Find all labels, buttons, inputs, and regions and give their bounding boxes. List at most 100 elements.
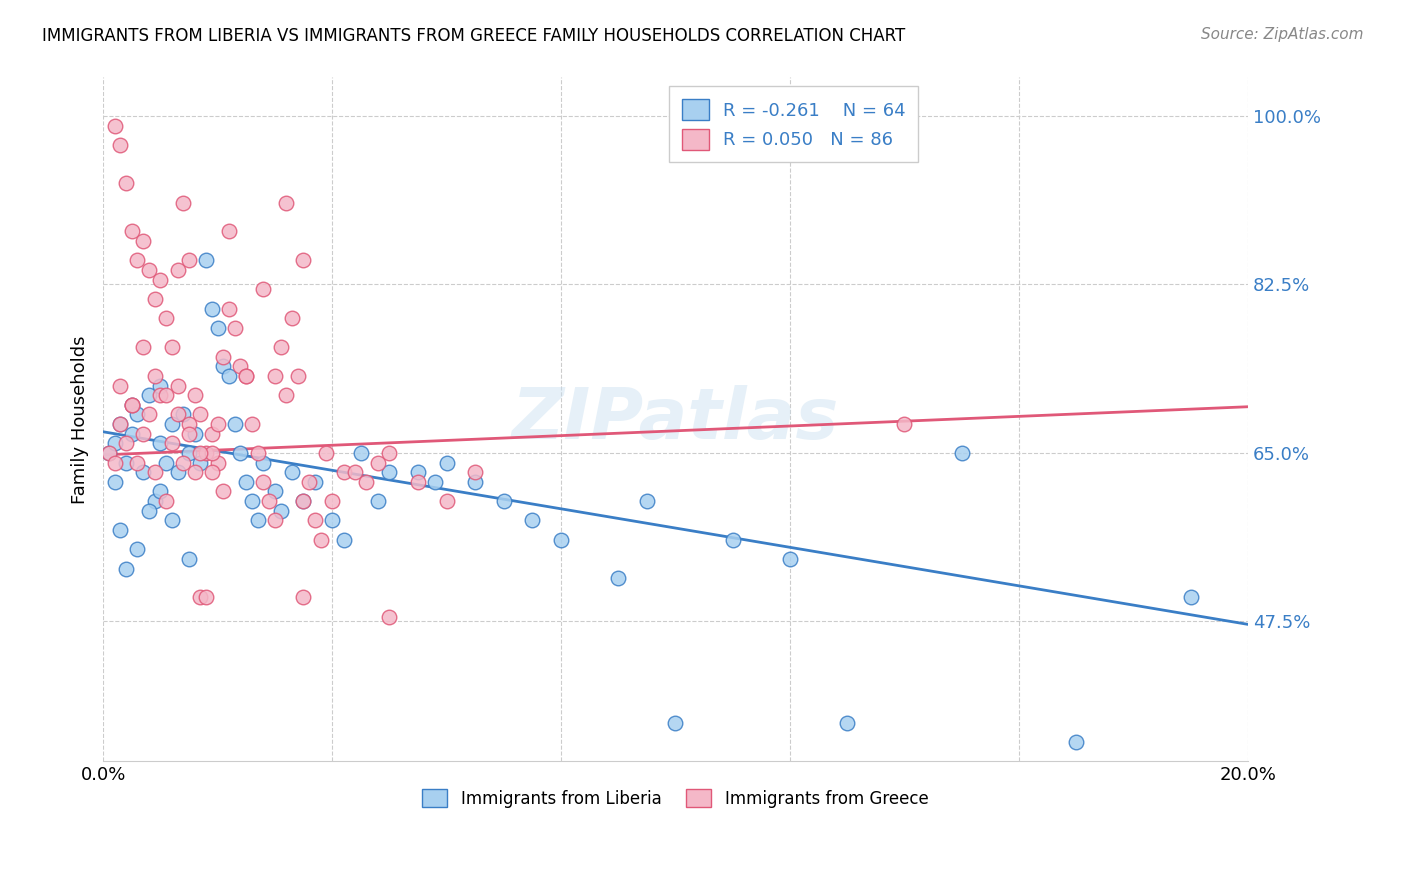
Point (190, 446, 212, 460)
Point (332, 533, 354, 547)
Point (149, 378, 172, 392)
Point (218, 301, 240, 316)
Point (166, 263, 188, 277)
Point (229, 359, 252, 374)
Point (201, 465, 224, 479)
Point (160, 436, 183, 450)
Point (212, 359, 235, 374)
Point (235, 368, 257, 383)
Point (1064, 735, 1087, 749)
Point (110, 137, 132, 152)
Point (138, 388, 160, 402)
Point (309, 533, 332, 547)
Point (110, 417, 132, 431)
Point (190, 408, 212, 422)
Point (132, 426, 155, 441)
Point (636, 494, 658, 508)
Point (212, 484, 235, 499)
Point (149, 388, 172, 402)
Point (155, 494, 177, 508)
Point (378, 446, 401, 460)
Point (367, 494, 389, 508)
Point (607, 571, 630, 585)
Point (177, 417, 200, 431)
Legend: Immigrants from Liberia, Immigrants from Greece: Immigrants from Liberia, Immigrants from… (416, 783, 935, 814)
Point (240, 417, 263, 431)
Point (252, 282, 274, 296)
Point (356, 475, 378, 489)
Point (270, 340, 292, 354)
Point (406, 465, 429, 479)
Point (201, 301, 224, 316)
Point (172, 408, 194, 422)
Point (406, 475, 429, 489)
Point (110, 523, 132, 537)
Point (207, 417, 229, 431)
Point (132, 340, 155, 354)
Point (246, 446, 269, 460)
Point (183, 388, 205, 402)
Point (664, 715, 686, 730)
Point (138, 504, 160, 518)
Point (155, 311, 177, 326)
Point (287, 368, 309, 383)
Point (298, 475, 321, 489)
Point (155, 388, 177, 402)
Point (143, 292, 166, 306)
Point (207, 456, 229, 470)
Point (195, 253, 218, 268)
Point (143, 465, 166, 479)
Text: IMMIGRANTS FROM LIBERIA VS IMMIGRANTS FROM GREECE FAMILY HOUSEHOLDS CORRELATION : IMMIGRANTS FROM LIBERIA VS IMMIGRANTS FR… (42, 27, 905, 45)
Point (121, 426, 143, 441)
Point (132, 465, 155, 479)
Point (121, 398, 143, 412)
Point (121, 398, 143, 412)
Point (149, 484, 172, 499)
Point (201, 426, 224, 441)
Point (218, 225, 240, 239)
Point (149, 436, 172, 450)
Point (195, 446, 218, 460)
Point (950, 446, 973, 460)
Point (224, 417, 246, 431)
Point (378, 609, 401, 624)
Point (195, 591, 218, 605)
Point (115, 177, 138, 191)
Point (103, 456, 125, 470)
Point (235, 475, 257, 489)
Point (212, 350, 235, 364)
Point (177, 426, 200, 441)
Point (183, 465, 205, 479)
Point (315, 446, 337, 460)
Point (201, 446, 224, 460)
Point (350, 446, 373, 460)
Point (115, 561, 138, 575)
Point (166, 408, 188, 422)
Point (779, 552, 801, 566)
Y-axis label: Family Households: Family Households (72, 335, 89, 503)
Point (160, 340, 183, 354)
Point (127, 542, 149, 557)
Point (276, 388, 298, 402)
Point (103, 436, 125, 450)
Point (332, 465, 354, 479)
Point (281, 311, 304, 326)
Text: ZIPatlas: ZIPatlas (512, 384, 839, 454)
Point (110, 378, 132, 392)
Point (492, 494, 515, 508)
Point (132, 234, 155, 248)
Point (127, 456, 149, 470)
Point (143, 494, 166, 508)
Point (103, 119, 125, 133)
Point (378, 465, 401, 479)
Point (166, 465, 188, 479)
Point (166, 378, 188, 392)
Point (263, 484, 285, 499)
Point (263, 513, 285, 527)
Point (149, 273, 172, 287)
Point (138, 263, 160, 277)
Point (103, 475, 125, 489)
Point (240, 494, 263, 508)
Point (172, 456, 194, 470)
Point (321, 513, 343, 527)
